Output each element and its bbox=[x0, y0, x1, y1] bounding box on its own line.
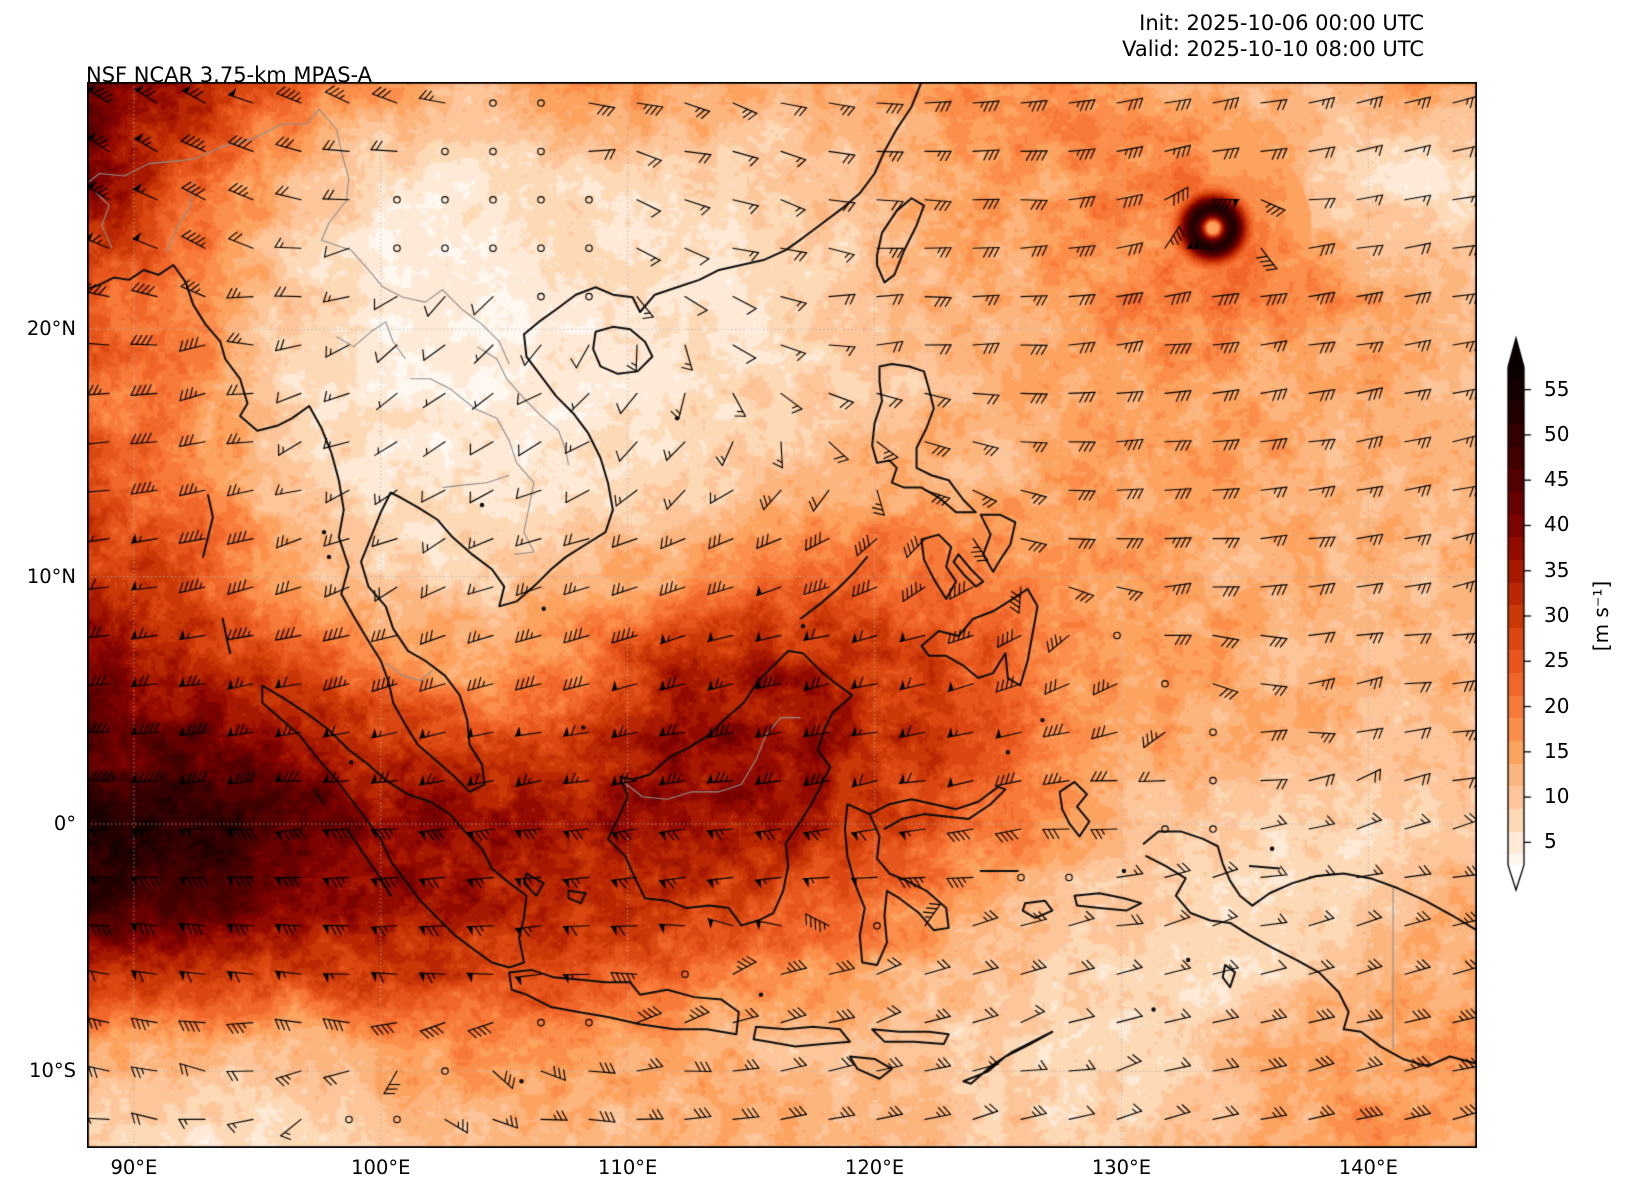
x-tick-label: 130°E bbox=[1091, 1156, 1152, 1179]
y-tick-label: 20°N bbox=[26, 317, 76, 341]
colorbar-tick-label: 35 bbox=[1544, 557, 1570, 582]
x-tick-label: 120°E bbox=[844, 1156, 905, 1179]
colorbar-tick-label: 20 bbox=[1544, 693, 1570, 718]
x-tick-label: 100°E bbox=[351, 1156, 411, 1179]
colorbar-unit-label: [m s⁻¹] bbox=[1589, 580, 1613, 652]
colorbar-tick-label: 40 bbox=[1544, 512, 1570, 537]
colorbar-tick-label: 30 bbox=[1544, 603, 1570, 627]
forecast-times: Init: 2025-10-06 00:00 UTC Valid: 2025-1… bbox=[900, 10, 1424, 62]
colorbar-tick-label: 25 bbox=[1544, 648, 1570, 673]
colorbar-tick-label: 45 bbox=[1544, 467, 1570, 492]
colorbar-tick-label: 15 bbox=[1544, 738, 1570, 763]
colorbar-tick-label: 5 bbox=[1544, 829, 1557, 854]
y-tick-label: 0° bbox=[53, 811, 76, 835]
colorbar-canvas bbox=[1496, 330, 1540, 910]
valid-time-label: Valid: 2025-10-10 08:00 UTC bbox=[1122, 37, 1424, 61]
colorbar-tick-label: 55 bbox=[1544, 376, 1570, 401]
x-tick-label: 140°E bbox=[1338, 1156, 1399, 1179]
colorbar-tick-label: 50 bbox=[1544, 421, 1570, 446]
y-tick-label: 10°N bbox=[26, 564, 76, 588]
x-tick-label: 110°E bbox=[598, 1156, 658, 1179]
shear-map-canvas bbox=[87, 82, 1477, 1148]
x-tick-label: 90°E bbox=[110, 1156, 158, 1179]
init-time-label: Init: 2025-10-06 00:00 UTC bbox=[1139, 11, 1424, 35]
y-tick-label: 10°S bbox=[29, 1059, 76, 1083]
colorbar-tick-label: 10 bbox=[1544, 784, 1570, 809]
